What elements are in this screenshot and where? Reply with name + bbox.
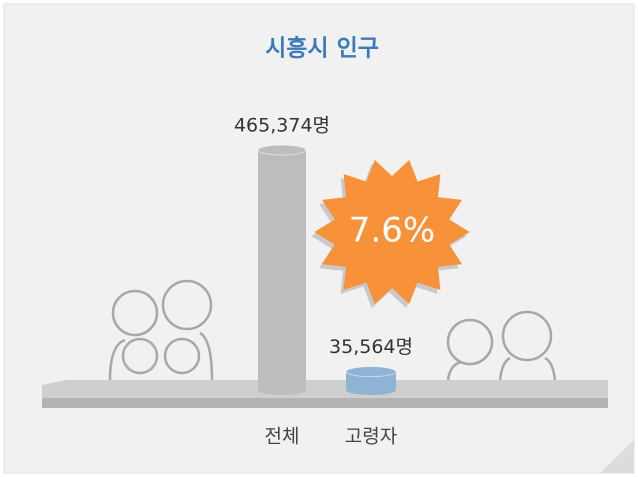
floor [42, 398, 608, 408]
bar [258, 150, 306, 395]
bar-top [346, 367, 396, 377]
chart: 시흥시 인구 7.6% 465,374명전체 35,564명고령자 [0, 0, 638, 477]
category-label: 고령자 [345, 426, 397, 448]
bar-top [258, 145, 306, 155]
chart-title: 시흥시 인구 [265, 36, 379, 62]
value-label: 465,374명 [234, 115, 330, 137]
value-label: 35,564명 [329, 336, 413, 358]
annotation: 7.6% [349, 211, 435, 251]
category-label: 전체 [265, 426, 300, 448]
